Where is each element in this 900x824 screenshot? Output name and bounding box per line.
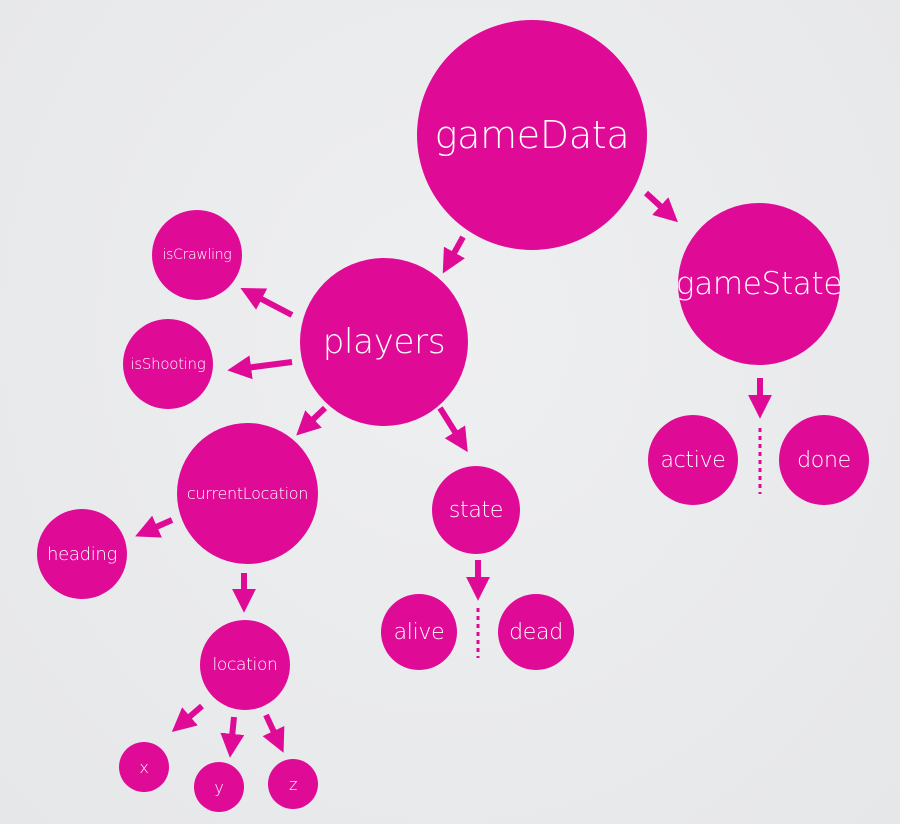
- node-state: state: [432, 466, 520, 554]
- node-done: done: [779, 415, 869, 505]
- arrow-players-state: [437, 406, 468, 453]
- arrow-currentlocation-heading: [135, 515, 174, 538]
- node-iscrawling: isCrawling: [152, 210, 242, 300]
- node-x: x: [119, 742, 169, 792]
- arrow-gamedata-gamestate: [643, 190, 678, 223]
- node-gamestate: gameState: [676, 203, 842, 365]
- node-dead: dead: [498, 594, 574, 670]
- arrow-players-iscrawling: [240, 287, 294, 318]
- node-alive: alive: [381, 594, 457, 670]
- node-location: location: [200, 620, 290, 710]
- node-currentlocation: currentLocation: [177, 423, 318, 564]
- node-players: players: [300, 258, 468, 426]
- node-isshooting: isShooting: [123, 319, 213, 409]
- arrow-gamedata-players: [442, 235, 466, 274]
- node-z: z: [268, 759, 318, 809]
- arrow-players-isshooting: [227, 355, 293, 380]
- node-y: y: [194, 762, 244, 812]
- node-active: active: [648, 415, 738, 505]
- arrow-players-currentlocation: [296, 405, 328, 436]
- node-gamedata: gameData: [417, 20, 647, 250]
- arrow-location-z: [262, 713, 285, 753]
- arrow-location-y: [220, 716, 245, 758]
- arrow-location-x: [171, 703, 204, 733]
- node-heading: heading: [37, 509, 127, 599]
